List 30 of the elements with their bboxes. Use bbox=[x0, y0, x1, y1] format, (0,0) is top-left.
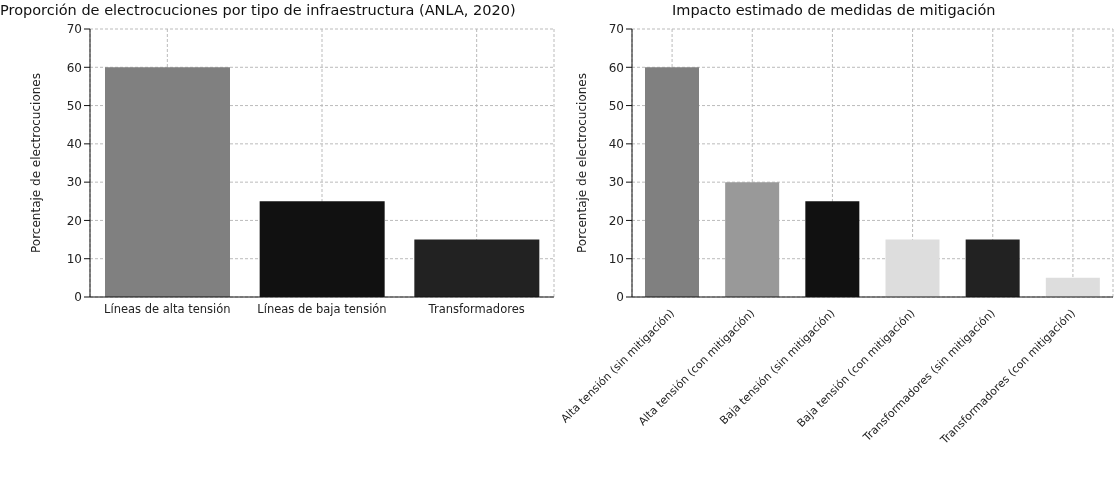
y-tick-label: 70 bbox=[66, 22, 82, 37]
bar bbox=[725, 182, 780, 297]
x-tick-label: Líneas de baja tensión bbox=[257, 302, 387, 317]
chart-title: Proporción de electrocuciones por tipo de infraestructura (ANLA, 2020) bbox=[0, 2, 516, 18]
y-tick-label: 0 bbox=[616, 290, 624, 305]
y-tick-label: 0 bbox=[74, 290, 82, 305]
y-tick-label: 30 bbox=[608, 175, 624, 190]
y-tick-label: 70 bbox=[608, 22, 624, 37]
y-tick-label: 50 bbox=[66, 98, 82, 113]
bar bbox=[645, 67, 699, 297]
bar bbox=[965, 239, 1020, 297]
y-tick-label: 40 bbox=[66, 137, 82, 152]
y-tick-label: 10 bbox=[66, 251, 82, 266]
y-tick-label: 60 bbox=[608, 60, 624, 75]
bar bbox=[105, 67, 230, 297]
y-tick-label: 60 bbox=[66, 60, 82, 75]
chart-title: Impacto estimado de medidas de mitigación bbox=[672, 2, 996, 18]
x-tick-label: Transformadores bbox=[427, 302, 525, 317]
bar bbox=[414, 239, 540, 297]
y-axis-title: Porcentaje de electrocuciones bbox=[29, 73, 44, 253]
y-tick-label: 20 bbox=[608, 213, 624, 228]
bar bbox=[885, 239, 940, 297]
y-tick-label: 50 bbox=[608, 98, 624, 113]
y-tick-label: 10 bbox=[608, 251, 624, 266]
x-tick-label: Líneas de alta tensión bbox=[104, 302, 231, 317]
bar bbox=[1045, 277, 1100, 297]
y-axis-title: Porcentaje de electrocuciones bbox=[575, 73, 590, 253]
y-tick-label: 30 bbox=[66, 175, 82, 190]
y-tick-label: 40 bbox=[608, 137, 624, 152]
y-tick-label: 20 bbox=[66, 213, 82, 228]
